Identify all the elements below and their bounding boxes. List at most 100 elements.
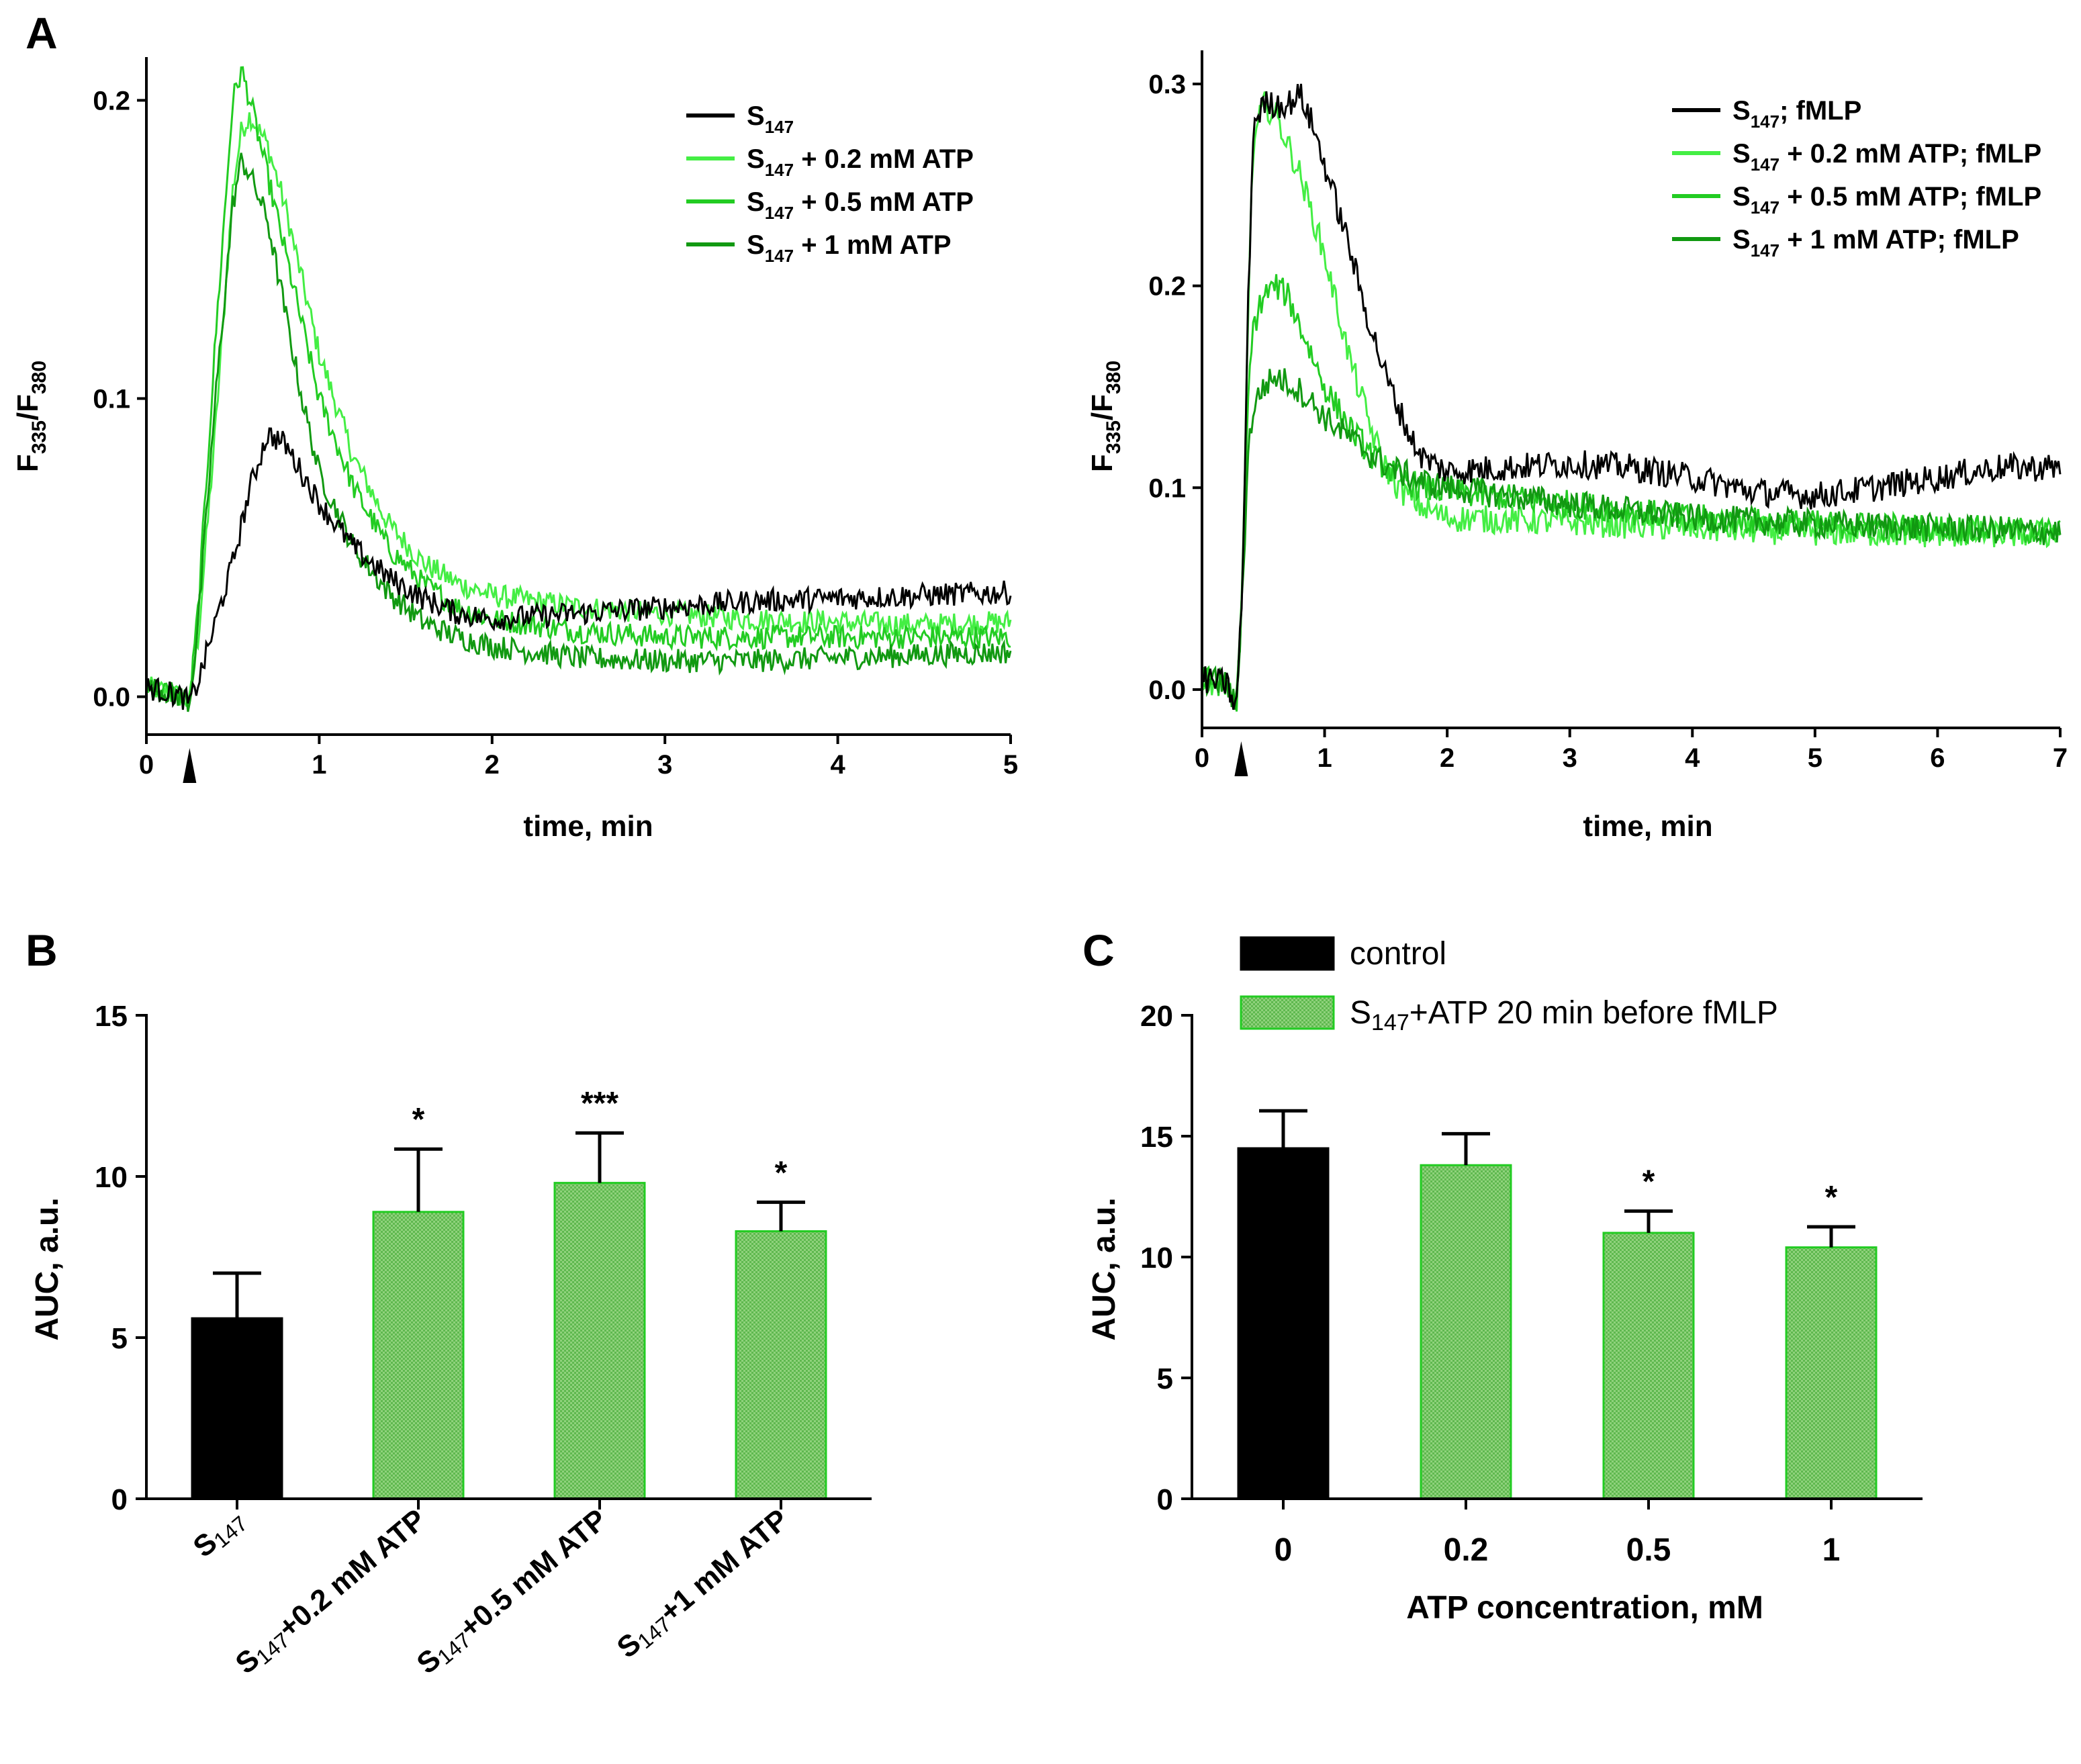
x-tick-label: 3 bbox=[1563, 743, 1577, 773]
legend-label-sub: 147 bbox=[1751, 197, 1779, 218]
y-tick-label: 20 bbox=[1140, 1000, 1173, 1033]
stimulus-marker-icon bbox=[183, 748, 197, 783]
y-tick-label: 5 bbox=[1157, 1362, 1173, 1395]
bar bbox=[1420, 1164, 1512, 1500]
x-tick-label: 0.2 bbox=[1444, 1532, 1489, 1568]
bar bbox=[735, 1230, 827, 1500]
y-axis-label: F335/F380 bbox=[1086, 361, 1125, 472]
series-line bbox=[145, 427, 1012, 710]
legend-label-main: S bbox=[1732, 96, 1751, 126]
legend-label-main: S bbox=[1732, 139, 1751, 169]
bar bbox=[372, 1211, 465, 1500]
y-tick-label: 10 bbox=[95, 1161, 128, 1194]
y-tick-label: 0.1 bbox=[93, 385, 130, 414]
legend-label-main: control bbox=[1350, 936, 1446, 972]
legend-label-rest: + 1 mM ATP bbox=[794, 230, 952, 260]
x-tick-label: S147+1 mM ATP bbox=[611, 1503, 796, 1666]
x-tick-label: S147+0.2 mM ATP bbox=[230, 1503, 434, 1682]
x-tick-label: S147+0.5 mM ATP bbox=[411, 1503, 615, 1682]
x-tick-label: 5 bbox=[1003, 750, 1018, 780]
legend-label-sub: 147 bbox=[1371, 1010, 1409, 1035]
legend-label-main: S bbox=[747, 144, 765, 174]
legend-label-rest: + 0.5 mM ATP bbox=[794, 187, 974, 217]
y-tick-label: 0 bbox=[1157, 1483, 1173, 1516]
x-tick-label: 4 bbox=[830, 750, 845, 780]
series-line bbox=[1201, 274, 2061, 712]
legend-label-sub: 147 bbox=[1751, 111, 1779, 132]
legend-label: S147 + 0.2 mM ATP; fMLP bbox=[1732, 139, 2041, 175]
legend-label-rest: + 0.5 mM ATP; fMLP bbox=[1779, 182, 2041, 212]
legend-label-sub: 147 bbox=[1751, 154, 1779, 175]
x-tick-label: 0.5 bbox=[1626, 1532, 1671, 1568]
y-tick-label: 0.0 bbox=[93, 683, 130, 712]
y-tick-label: 0.0 bbox=[1148, 676, 1186, 705]
x-tick-label: 4 bbox=[1685, 743, 1700, 773]
panel-label-c: C bbox=[1082, 925, 1115, 975]
legend-label: S147 + 0.2 mM ATP bbox=[747, 144, 974, 180]
legend-label: S147+ATP 20 min before fMLP bbox=[1350, 995, 1778, 1035]
y-axis-label: AUC, a.u. bbox=[30, 1197, 65, 1340]
legend-label-rest: + 0.2 mM ATP bbox=[794, 144, 974, 174]
legend-label: S147 bbox=[747, 101, 794, 137]
y-tick-label: 0.1 bbox=[1148, 473, 1186, 503]
legend-label-sub: 147 bbox=[765, 160, 794, 180]
x-tick-label: 1 bbox=[312, 750, 326, 780]
x-tick-label: 7 bbox=[2053, 743, 2068, 773]
legend-label-main: S bbox=[1350, 995, 1371, 1031]
panel-label-a: A bbox=[26, 8, 58, 58]
x-tick-label: 1 bbox=[1822, 1532, 1841, 1568]
x-tick-label: 2 bbox=[485, 750, 500, 780]
legend-label-main: S bbox=[1732, 225, 1751, 254]
y-tick-label: 0.3 bbox=[1148, 70, 1186, 99]
x-axis-label: ATP concentration, mM bbox=[1406, 1590, 1763, 1626]
y-tick-label: 15 bbox=[95, 1000, 128, 1033]
x-tick-label: S147 bbox=[187, 1503, 252, 1565]
y-axis-label: AUC, a.u. bbox=[1086, 1197, 1122, 1340]
x-tick-label: 6 bbox=[1930, 743, 1945, 773]
y-axis-label: F335/F380 bbox=[11, 361, 50, 472]
legend-label-main: S bbox=[747, 101, 765, 131]
y-tick-label: 5 bbox=[111, 1322, 128, 1355]
x-tick-label: 0 bbox=[1275, 1532, 1293, 1568]
legend-label-main: S bbox=[1732, 182, 1751, 212]
legend-label: S147 + 0.5 mM ATP bbox=[747, 187, 974, 223]
series-line bbox=[145, 112, 1012, 708]
x-tick-label: 3 bbox=[657, 750, 672, 780]
x-tick-label: 5 bbox=[1808, 743, 1822, 773]
y-tick-label: 0 bbox=[111, 1483, 128, 1516]
legend-label-sub: 147 bbox=[765, 117, 794, 137]
significance-mark: * bbox=[775, 1155, 788, 1191]
significance-mark: * bbox=[1825, 1180, 1838, 1215]
legend-label-main: S bbox=[747, 187, 765, 217]
bar bbox=[553, 1182, 646, 1500]
x-tick-label-rest: +0.5 mM ATP bbox=[453, 1503, 613, 1644]
legend-label-rest: + 1 mM ATP; fMLP bbox=[1779, 225, 2019, 254]
series-line bbox=[145, 152, 1012, 712]
legend-label-sub: 147 bbox=[765, 203, 794, 223]
series-line bbox=[1201, 83, 2062, 710]
legend-label-sub: 147 bbox=[765, 246, 794, 266]
legend-label-rest: ; fMLP bbox=[1779, 96, 1861, 126]
x-tick-label: 1 bbox=[1317, 743, 1332, 773]
x-tick-label: 0 bbox=[139, 750, 154, 780]
y-tick-label: 10 bbox=[1140, 1242, 1173, 1274]
bar bbox=[1237, 1147, 1330, 1500]
legend-label: control bbox=[1350, 936, 1446, 972]
x-axis-label: time, min bbox=[1583, 810, 1712, 843]
legend-label: S147 + 1 mM ATP bbox=[747, 230, 952, 266]
series-line bbox=[1201, 368, 2062, 710]
legend-label: S147; fMLP bbox=[1732, 96, 1861, 132]
y-tick-label: 0.2 bbox=[93, 86, 130, 115]
x-axis-label: time, min bbox=[523, 810, 653, 843]
y-tick-label: 15 bbox=[1140, 1121, 1173, 1154]
legend-label-sub: 147 bbox=[1751, 240, 1779, 261]
legend-label-rest: + 0.2 mM ATP; fMLP bbox=[1779, 139, 2041, 169]
x-tick-label-rest: +1 mM ATP bbox=[653, 1503, 794, 1629]
series-line bbox=[145, 66, 1011, 709]
chart-c: * * 0 5 10 15 20 0 0.2 0.5 1 control S147+ATP 20 m… bbox=[1086, 936, 1923, 1626]
legend-swatch bbox=[1240, 995, 1335, 1030]
significance-mark: *** bbox=[581, 1086, 618, 1121]
